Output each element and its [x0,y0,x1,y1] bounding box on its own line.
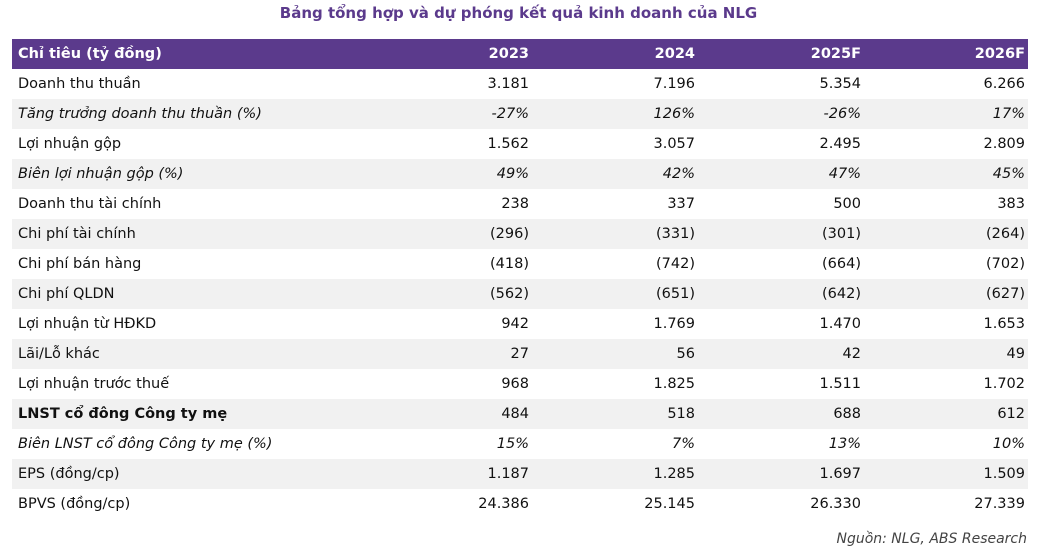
table-row: Chi phí bán hàng (418) (742) (664) (702) [12,249,1028,279]
row-value: 518 [532,399,698,429]
row-value: 1.285 [532,459,698,489]
row-value: (418) [490,256,529,272]
row-value: 942 [501,316,529,332]
row-label: Lãi/Lỗ khác [12,339,346,369]
header-cell-2023: 2023 [346,39,532,69]
header-cell-2026f: 2026F [864,39,1028,69]
row-value: 56 [532,339,698,369]
row-value: 1.653 [983,316,1025,332]
table-row: Biên LNST cổ đông Công ty mẹ (%) 15% 7% … [12,429,1028,459]
row-value: 26.330 [810,496,861,512]
row-value: 24.386 [478,496,529,512]
row-value: 500 [833,196,861,212]
row-value: 1.825 [653,376,695,392]
row-label: Biên LNST cổ đông Công ty mẹ (%) [18,436,273,452]
header-cell-2025f: 2025F [698,39,864,69]
header-cell-indicator: Chỉ tiêu (tỷ đồng) [12,39,346,69]
row-label: EPS (đồng/cp) [12,459,346,489]
row-label: LNST cổ đông Công ty mẹ [12,399,346,429]
row-value: 49% [346,159,532,189]
row-value: (702) [986,256,1025,272]
table-row: Chi phí tài chính (296) (331) (301) (264… [12,219,1028,249]
table-row: Chi phí QLDN (562) (651) (642) (627) [12,279,1028,309]
table-row: Doanh thu thuần 3.181 7.196 5.354 6.266 [12,69,1028,99]
row-value: 47% [698,159,864,189]
row-value: (562) [346,279,532,309]
row-value: (331) [532,219,698,249]
row-value: 337 [667,196,695,212]
header-row: Chỉ tiêu (tỷ đồng) 2023 2024 2025F 2026F [12,39,1028,69]
table-row: Lãi/Lỗ khác 27 56 42 49 [12,339,1028,369]
row-value: 2.809 [983,136,1025,152]
row-value: 1.697 [698,459,864,489]
row-value: 10% [992,436,1025,452]
row-value: 1.511 [819,376,861,392]
row-value: 15% [496,436,529,452]
row-value: 1.769 [653,316,695,332]
row-value: 7.196 [653,76,695,92]
row-value: 968 [501,376,529,392]
row-value: -27% [346,99,532,129]
row-value: (296) [346,219,532,249]
row-value: (301) [698,219,864,249]
row-value: 6.266 [983,76,1025,92]
row-value: 13% [828,436,861,452]
row-value: 238 [501,196,529,212]
header-cell-2024: 2024 [532,39,698,69]
row-label: Doanh thu thuần [18,76,141,92]
row-value: 383 [997,196,1025,212]
table-row: Lợi nhuận trước thuế 968 1.825 1.511 1.7… [12,369,1028,399]
row-value: 42% [532,159,698,189]
row-value: 1.470 [819,316,861,332]
row-label: Biên lợi nhuận gộp (%) [12,159,346,189]
table-row: Tăng trưởng doanh thu thuần (%) -27% 126… [12,99,1028,129]
row-value: 25.145 [644,496,695,512]
row-label: Lợi nhuận gộp [18,136,122,152]
table-row: EPS (đồng/cp) 1.187 1.285 1.697 1.509 [12,459,1028,489]
row-value: 1.509 [864,459,1028,489]
row-value: 1.562 [487,136,529,152]
table-row: Lợi nhuận gộp 1.562 3.057 2.495 2.809 [12,129,1028,159]
row-value: 42 [698,339,864,369]
row-value: 3.057 [653,136,695,152]
source-note: Nguồn: NLG, ABS Research [836,531,1027,547]
row-value: 688 [698,399,864,429]
row-value: (642) [698,279,864,309]
row-value: (627) [864,279,1028,309]
table-title: Bảng tổng hợp và dự phóng kết quả kinh d… [279,4,758,22]
row-value: (742) [656,256,695,272]
row-value: 5.354 [819,76,861,92]
row-value: 17% [864,99,1028,129]
row-label: Doanh thu tài chính [18,196,162,212]
row-value: 45% [864,159,1028,189]
table-row: Doanh thu tài chính 238 337 500 383 [12,189,1028,219]
row-value: 126% [532,99,698,129]
row-value: 1.187 [346,459,532,489]
row-label: BPVS (đồng/cp) [18,496,131,512]
table-row: LNST cổ đông Công ty mẹ 484 518 688 612 [12,399,1028,429]
row-label: Chi phí tài chính [12,219,346,249]
row-value: 49 [864,339,1028,369]
row-value: 1.702 [983,376,1025,392]
row-value: 3.181 [487,76,529,92]
row-label: Tăng trưởng doanh thu thuần (%) [12,99,346,129]
row-value: 27 [346,339,532,369]
row-value: (664) [822,256,861,272]
row-value: (264) [864,219,1028,249]
row-value: (651) [532,279,698,309]
row-value: 27.339 [974,496,1025,512]
row-value: -26% [698,99,864,129]
table-row: BPVS (đồng/cp) 24.386 25.145 26.330 27.3… [12,489,1028,519]
row-label: Chi phí QLDN [12,279,346,309]
row-value: 612 [864,399,1028,429]
row-value: 2.495 [819,136,861,152]
row-label: Lợi nhuận trước thuế [18,376,170,392]
row-label: Lợi nhuận từ HĐKD [18,316,157,332]
row-label: Chi phí bán hàng [18,256,142,272]
row-value: 484 [346,399,532,429]
table-row: Lợi nhuận từ HĐKD 942 1.769 1.470 1.653 [12,309,1028,339]
row-value: 7% [671,436,695,452]
table-row: Biên lợi nhuận gộp (%) 49% 42% 47% 45% [12,159,1028,189]
financial-summary-table: Chỉ tiêu (tỷ đồng) 2023 2024 2025F 2026F… [12,39,1028,519]
